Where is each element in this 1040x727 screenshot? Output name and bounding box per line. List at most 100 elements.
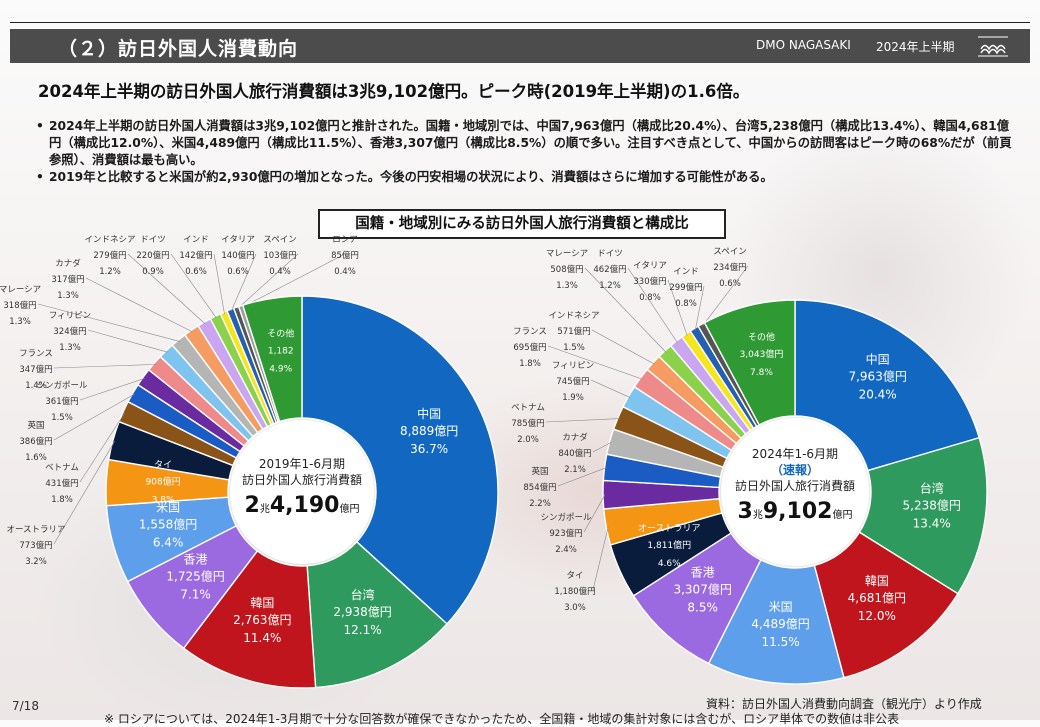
slice-value-label: 324億円 (53, 326, 86, 337)
slice-name-label: オーストラリア (6, 525, 65, 535)
slice-pct-label: 4.6% (658, 559, 681, 569)
slice-pct-label: 0.6% (185, 267, 207, 277)
slice-value-label: 773億円 (19, 540, 52, 551)
slice-value-label: 745億円 (556, 376, 589, 387)
pie-slice (241, 295, 303, 423)
slice-pct-label: 1.2% (599, 281, 621, 291)
slice-value-label: 7,963億円 (848, 369, 906, 383)
leader-line (53, 440, 116, 545)
slice-name-label: 韓国 (250, 596, 274, 610)
slice-name-label: 米国 (769, 600, 793, 614)
slice-pct-label: 1.2% (99, 267, 121, 277)
leader-line (87, 329, 168, 353)
slice-value-label: 279億円 (93, 250, 126, 261)
slice-value-label: 318億円 (3, 300, 36, 311)
slice-pct-label: 0.4% (269, 267, 291, 277)
slice-value-label: 4,489億円 (751, 617, 809, 631)
slice-pct-label: 0.8% (639, 293, 661, 303)
slice-value-label: 330億円 (633, 276, 666, 287)
slice-value-label: 386億円 (19, 436, 52, 447)
slice-pct-label: 1.3% (556, 281, 578, 291)
donut-chart-2: 3兆9,102億円 (545, 265, 988, 685)
slice-name-label: スペイン (713, 247, 746, 257)
leader-line (545, 418, 620, 423)
slice-value-label: 5,238億円 (903, 499, 961, 513)
leader-line (236, 253, 299, 310)
donut-center-text: （速報） (771, 462, 819, 477)
slice-pct-label: 2.2% (529, 499, 551, 509)
slice-pct-label: 2.0% (517, 435, 539, 445)
slice-name-label: ベトナム (45, 463, 79, 473)
slice-name-label: シンガポール (540, 512, 592, 523)
slice-value-label: 785億円 (511, 418, 544, 429)
slice-value-label: 923億円 (549, 528, 582, 539)
slice-pct-label: 13.4% (913, 517, 951, 531)
leader-line (79, 412, 126, 483)
slice-pct-label: 4.9% (269, 365, 292, 375)
slice-pct-label: 1.3% (9, 317, 31, 327)
leader-line (127, 253, 206, 325)
slice-value-label: 1,558億円 (139, 517, 197, 531)
bullet-dot: • (36, 170, 44, 184)
slice-name-label: オーストラリア (638, 523, 701, 534)
leader-line (702, 265, 749, 327)
bullet-item: • 2019年と比較すると米国が約2,930億円の増加となった。今後の円安相場の… (36, 169, 1021, 186)
slice-name-label: ドイツ (140, 235, 166, 245)
slice-name-label: ロシア (332, 235, 358, 245)
leader-line (667, 279, 688, 336)
slice-name-label: タイ (154, 459, 172, 470)
slice-name-label: スペイン (263, 235, 296, 245)
pie-slice (301, 295, 499, 625)
slice-name-label: 香港 (691, 566, 715, 580)
leader-line (557, 467, 607, 487)
source-note: 資料：訪日外国人消費動向調査（観光庁）より作成 (706, 697, 982, 711)
slice-pct-label: 0.8% (675, 299, 697, 309)
slice-name-label: 中国 (866, 351, 890, 366)
slice-pct-label: 0.9% (142, 267, 164, 277)
leader-line (241, 253, 346, 308)
section-title: （２）訪日外国人消費動向 (58, 38, 299, 60)
donut-center-text: 訪日外国人旅行消費額 (735, 478, 855, 493)
slice-value-label: 2,763億円 (233, 613, 291, 627)
slice-name-label: 米国 (156, 500, 180, 514)
slice-value-label: 299億円 (669, 282, 702, 293)
leader-line (592, 526, 609, 591)
slice-pct-label: 0.4% (334, 267, 356, 277)
slice-pct-label: 20.4% (859, 387, 897, 401)
slice-pct-label: 3.8% (152, 495, 175, 505)
slice-value-label: 1,180億円 (554, 586, 595, 597)
slice-value-label: 142億円 (179, 250, 212, 261)
slice-value-label: 317億円 (51, 274, 84, 285)
donut-center-text: 2019年1-6月期 (259, 457, 345, 471)
slice-value-label: 854億円 (523, 482, 556, 493)
pie-slice (306, 540, 448, 689)
slice-value-label: 571億円 (557, 326, 590, 337)
leader-line (213, 253, 225, 315)
footnote: ※ ロシアについては、2024年1-3月期で十分な回答数が確保できなかったため、… (104, 712, 900, 726)
leader-line (85, 277, 193, 333)
slice-pct-label: 1.6% (25, 453, 47, 463)
slice-value-label: 1,811億円 (647, 539, 691, 551)
slice-pct-label: 36.7% (410, 442, 448, 456)
slice-value-label: 1,725億円 (166, 569, 224, 583)
slice-name-label: 英国 (531, 466, 548, 477)
bullet-dot: • (36, 119, 44, 133)
leader-line (79, 378, 145, 401)
donut-center-text: 2024年1-6月期 (752, 447, 838, 461)
pie-slice (707, 558, 845, 685)
slice-pct-label: 7.8% (750, 368, 773, 378)
slice-name-label: インド (183, 235, 209, 245)
slice-value-label: 8,889億円 (400, 424, 458, 438)
slice-name-label: 香港 (184, 552, 208, 566)
chart-section-title: 国籍・地域別にみる訪日外国人旅行消費額と構成比 (318, 209, 726, 239)
slice-name-label: シンガポール (36, 380, 88, 391)
leader-line (583, 494, 606, 533)
leader-line (584, 267, 667, 353)
top-rule (10, 22, 1030, 23)
slice-name-label: インド (673, 267, 699, 277)
slice-name-label: イタリア (221, 235, 255, 245)
slice-value-label: 3,307億円 (673, 583, 731, 597)
leader-line (37, 303, 180, 342)
slice-name-label: 韓国 (865, 574, 889, 588)
